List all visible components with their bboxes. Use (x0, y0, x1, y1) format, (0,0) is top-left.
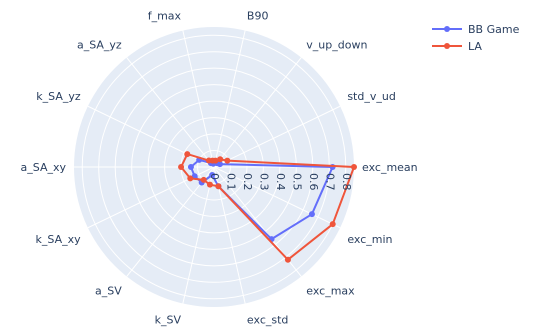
grid-spoke (126, 166, 215, 277)
radial-tick-label: 0.5 (290, 173, 303, 191)
series-point (178, 164, 185, 170)
radial-tick-label: 0.6 (307, 173, 320, 191)
series-point (215, 183, 222, 190)
axis-label-a-sa-yz: a_SA_yz (77, 38, 122, 51)
axis-label-k-sa-yz: k_SA_yz (36, 90, 81, 103)
series-point (209, 172, 216, 179)
series-point (187, 175, 194, 182)
series-point (200, 176, 207, 183)
grid-spoke (213, 166, 246, 304)
axis-label-f-max: f_max (148, 10, 182, 23)
series-point (184, 151, 191, 158)
series-point (187, 164, 194, 170)
series-point (329, 221, 336, 228)
grid-spoke (213, 166, 341, 229)
grid-spoke (182, 30, 215, 168)
legend-item: BB Game (432, 23, 520, 36)
radial-tick-labels: 0 0.1 0.2 0.3 0.4 0.5 0.6 0.7 0.8 (208, 173, 353, 191)
grid-spoke (126, 57, 215, 168)
series-point (206, 181, 213, 188)
legend-marker (444, 43, 450, 49)
axis-label-exc-std: exc_std (247, 313, 288, 326)
axis-label-a-sv: a_SV (95, 285, 122, 298)
legend-label: BB Game (468, 23, 520, 36)
series-point (308, 211, 315, 218)
axis-label-b90: B90 (247, 10, 269, 23)
legend-label: LA (468, 40, 482, 53)
legend: BB Game LA (432, 23, 520, 53)
grid-spoke (182, 166, 215, 304)
series-point (224, 157, 231, 164)
series-point (284, 256, 291, 263)
axis-label-k-sv: k_SV (155, 313, 182, 326)
series-point (217, 156, 224, 163)
series-point (205, 157, 212, 164)
axis-label-std-v-ud: std_v_ud (347, 90, 396, 103)
radial-tick-label: 0.7 (323, 173, 336, 191)
legend-item: LA (432, 40, 482, 53)
radial-tick-label: 0 (208, 173, 221, 180)
axis-label-exc-mean: exc_mean (362, 161, 418, 174)
axis-label-k-sa-xy: k_SA_xy (36, 233, 82, 246)
grid-spoke (87, 105, 215, 168)
grid-spoke (213, 30, 246, 168)
legend-marker (444, 26, 450, 32)
grid-spoke (213, 105, 341, 168)
radial-tick-label: 0.1 (224, 173, 237, 191)
radial-tick-label: 0.4 (274, 173, 287, 191)
axis-label-exc-min: exc_min (347, 233, 392, 246)
axis-label-exc-max: exc_max (306, 285, 355, 298)
radial-tick-label: 0.3 (257, 173, 270, 191)
axis-label-v-up-down: v_up_down (306, 38, 367, 51)
axis-label-a-sa-xy: a_SA_xy (21, 161, 67, 174)
angular-axis-labels: exc_mean std_v_ud v_up_down B90 f_max a_SA_yz… (21, 10, 418, 327)
radial-tick-label: 0.8 (340, 173, 353, 191)
series-traces (178, 151, 357, 263)
series-point (351, 164, 357, 170)
grid-spoke (213, 57, 302, 168)
radial-tick-label: 0.2 (241, 173, 254, 190)
